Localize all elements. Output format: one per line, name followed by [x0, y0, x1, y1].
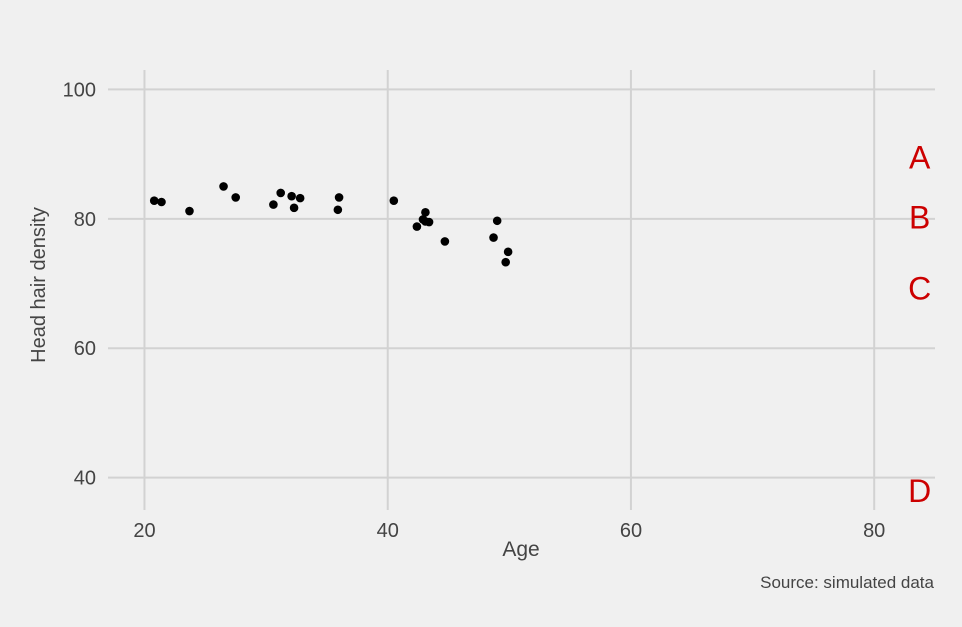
y-tick-label-60: 60: [74, 338, 96, 360]
x-tick-label-60: 60: [620, 520, 642, 542]
grid-lines: [108, 70, 935, 510]
data-point-18: [424, 217, 434, 227]
data-point-8: [287, 191, 296, 201]
tick-labels: 20 40 60 80 40 60 80 100: [63, 79, 886, 542]
data-point-2: [157, 197, 166, 207]
data-point-12: [334, 193, 344, 202]
x-tick-label-40: 40: [377, 520, 399, 542]
data-point-13: [389, 196, 399, 206]
annotation-label-b: B: [909, 200, 930, 236]
y-axis-label: Head hair density: [28, 207, 50, 363]
data-point-6: [269, 200, 278, 209]
y-tick-label-40: 40: [74, 468, 96, 490]
data-point-11: [333, 205, 343, 215]
annotations: ABC D: [908, 139, 931, 509]
data-point-21: [492, 216, 502, 226]
data-point-7: [276, 188, 285, 198]
data-point-14: [412, 222, 422, 231]
data-points: [149, 182, 513, 267]
data-point-20: [489, 233, 498, 242]
y-tick-label-80: 80: [74, 209, 96, 231]
data-point-10: [295, 193, 305, 203]
data-point-4: [219, 182, 228, 191]
annotation-label-c: C: [908, 271, 931, 307]
x-axis-label: Age: [502, 538, 539, 561]
data-point-5: [231, 193, 240, 202]
y-tick-label-100: 100: [63, 79, 96, 101]
x-tick-label-80: 80: [863, 520, 885, 542]
data-point-16: [421, 208, 430, 217]
annotation-label-d: D: [908, 473, 931, 509]
data-point-23: [503, 247, 513, 257]
data-point-1: [149, 196, 159, 206]
source-caption: Source: simulated data: [760, 573, 934, 592]
data-point-3: [185, 206, 194, 216]
data-point-19: [440, 237, 450, 246]
x-tick-label-20: 20: [133, 520, 155, 542]
data-point-22: [501, 257, 510, 267]
data-point-9: [289, 203, 299, 213]
annotation-label-a: A: [909, 139, 931, 175]
